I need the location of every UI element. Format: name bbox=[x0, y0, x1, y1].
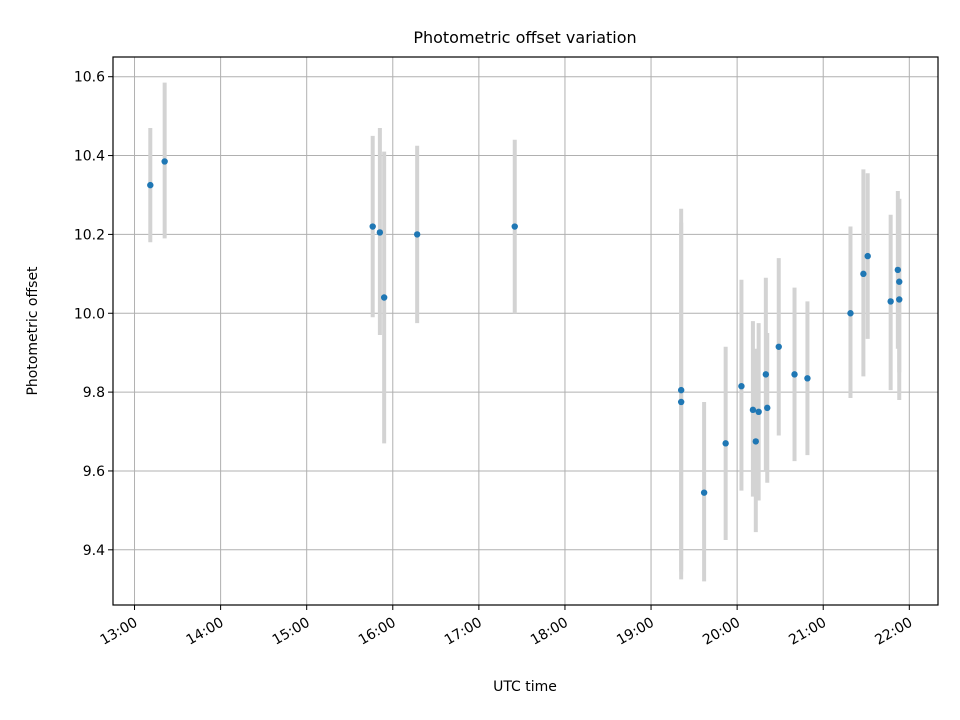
y-tick-label: 9.6 bbox=[83, 464, 105, 480]
data-point bbox=[380, 294, 388, 301]
y-tick-label: 10.2 bbox=[74, 227, 105, 243]
data-point bbox=[413, 231, 421, 238]
data-point bbox=[738, 382, 745, 390]
y-tick-label: 10.6 bbox=[74, 70, 105, 86]
x-tick-label: 17:00 bbox=[442, 615, 485, 649]
x-tick-label: 18:00 bbox=[528, 615, 571, 649]
data-point bbox=[896, 296, 903, 303]
chart-title: Photometric offset variation bbox=[413, 28, 636, 47]
error-bars bbox=[148, 82, 902, 582]
data-point bbox=[752, 438, 759, 445]
data-point bbox=[894, 266, 902, 274]
data-point bbox=[887, 298, 894, 305]
data-point bbox=[677, 386, 685, 394]
data-point bbox=[376, 229, 384, 236]
plot-frame bbox=[112, 56, 939, 606]
data-point bbox=[791, 371, 798, 378]
x-tick-label: 21:00 bbox=[786, 615, 829, 649]
x-tick-label: 22:00 bbox=[872, 615, 915, 649]
data-point bbox=[677, 398, 685, 406]
data-point bbox=[147, 181, 154, 189]
data-point bbox=[755, 408, 762, 416]
data-point bbox=[762, 371, 770, 378]
x-tick-label: 13:00 bbox=[98, 615, 141, 649]
data-point bbox=[864, 252, 871, 260]
y-tick-label: 9.4 bbox=[83, 543, 105, 559]
x-tick-label: 15:00 bbox=[270, 615, 313, 649]
data-point bbox=[700, 489, 708, 496]
data-point bbox=[764, 404, 771, 412]
y-tick-label: 9.8 bbox=[83, 385, 105, 401]
grid bbox=[113, 57, 938, 605]
y-tick-label: 10.0 bbox=[74, 306, 105, 322]
y-tick-label: 10.4 bbox=[74, 149, 105, 165]
x-tick-label: 20:00 bbox=[700, 615, 743, 649]
y-axis-label: Photometric offset bbox=[25, 266, 41, 396]
y-axis-ticks: 9.4 9.6 9.8 10.0 10.2 10.4 10.6 bbox=[74, 70, 113, 559]
data-point bbox=[161, 158, 168, 165]
x-axis-ticks: 13:00 14:00 15:00 16:00 17:00 18:00 19:00 20:00… bbox=[98, 605, 915, 649]
x-tick-label: 16:00 bbox=[356, 615, 399, 649]
data-point bbox=[369, 223, 376, 230]
x-tick-label: 14:00 bbox=[184, 615, 227, 649]
data-point bbox=[722, 440, 729, 447]
data-point bbox=[775, 343, 782, 350]
data-point bbox=[511, 223, 518, 230]
data-point bbox=[860, 270, 867, 278]
data-point bbox=[804, 375, 811, 382]
data-point bbox=[847, 310, 854, 317]
x-tick-label: 19:00 bbox=[614, 615, 657, 649]
x-axis-label: UTC time bbox=[493, 679, 557, 695]
data-points bbox=[147, 158, 903, 496]
data-point bbox=[749, 406, 757, 414]
data-point bbox=[896, 278, 903, 285]
